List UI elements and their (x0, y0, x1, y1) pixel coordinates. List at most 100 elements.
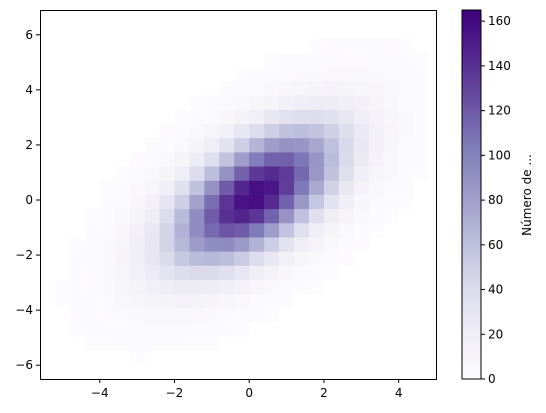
heatmap-cell (144, 251, 160, 266)
heatmap-cell (294, 52, 310, 68)
heatmap-cell (308, 223, 325, 238)
heatmap-cell (294, 180, 310, 195)
heatmap-cell (144, 265, 160, 281)
heatmap-cell (294, 251, 310, 266)
heatmap-cell (398, 67, 414, 82)
heatmap-cell (338, 180, 355, 195)
heatmap-cell (174, 208, 190, 224)
heatmap-cell (204, 322, 220, 337)
heatmap-cell (308, 180, 325, 195)
heatmap-cell (204, 166, 220, 181)
heatmap-cell (383, 81, 399, 96)
heatmap-cell (114, 166, 130, 181)
heatmap-cell (279, 52, 295, 68)
heatmap-cell (69, 293, 86, 309)
heatmap-cell (174, 123, 190, 139)
heatmap-cell (144, 152, 160, 167)
heatmap-cell (353, 95, 370, 110)
heatmap-cell (129, 265, 145, 281)
heatmap-cell (368, 152, 384, 167)
heatmap-cell (383, 109, 399, 125)
colorbar-tick-label: 20 (488, 327, 503, 341)
heatmap-cell (174, 166, 190, 181)
heatmap-cell (234, 251, 250, 266)
heatmap-cell (368, 180, 384, 195)
colorbar-tick-label: 40 (488, 283, 503, 297)
heatmap-cell (294, 194, 310, 210)
heatmap-cell (368, 67, 384, 82)
heatmap-cell (323, 109, 340, 125)
heatmap-cell (114, 322, 130, 337)
heatmap-cell (264, 279, 280, 295)
heatmap-cell (219, 293, 235, 309)
heatmap-cell (174, 265, 190, 281)
heatmap-cell (129, 180, 145, 195)
x-tick-label: 2 (320, 386, 328, 400)
heatmap-cell (114, 208, 130, 224)
heatmap-cell (353, 109, 370, 125)
heatmap-cell (279, 279, 295, 295)
heatmap-cell (308, 95, 325, 110)
heatmap-cell (249, 166, 265, 181)
heatmap-cell (129, 251, 145, 266)
heatmap-cell (54, 279, 71, 295)
heatmap-cell (84, 208, 101, 224)
heatmap-cell (99, 237, 116, 252)
heatmap-cell (383, 38, 399, 54)
heatmap-cell (264, 237, 280, 252)
x-axis-ticks: −4 −2 0 2 4 (91, 379, 402, 400)
colorbar-tick-label: 140 (488, 59, 511, 73)
heatmap-cell (204, 251, 220, 266)
heatmap-cell (99, 279, 116, 295)
heatmap-cell (279, 180, 295, 195)
heatmap-cell (174, 308, 190, 323)
heatmap-cell (264, 152, 280, 167)
heatmap-cell (204, 95, 220, 110)
heatmap-cell (353, 180, 370, 195)
heatmap-cell (174, 223, 190, 238)
heatmap-cell (159, 251, 175, 266)
heatmap-cell (383, 194, 399, 210)
heatmap-cell (264, 109, 280, 125)
heatmap-cell (189, 152, 205, 167)
heatmap-cell (249, 95, 265, 110)
colorbar-tick-label: 0 (488, 372, 496, 386)
heatmap-cell (204, 123, 220, 139)
heatmap-cell (398, 95, 414, 110)
heatmap-cell (144, 180, 160, 195)
heatmap-cell (129, 152, 145, 167)
heatmap-cell (398, 194, 414, 210)
heatmap-cell (413, 67, 429, 82)
heatmap-cell (264, 251, 280, 266)
heatmap-cell (323, 180, 340, 195)
heatmap-cell (234, 67, 250, 82)
heatmap-cell (189, 279, 205, 295)
y-tick-label: −6 (15, 358, 33, 372)
heatmap-cell (159, 279, 175, 295)
heatmap-cell (144, 322, 160, 337)
heatmap-cell (323, 237, 340, 252)
heatmap-cell (204, 223, 220, 238)
heatmap-cell (413, 109, 429, 125)
heatmap-cell (249, 308, 265, 323)
heatmap-cell (159, 166, 175, 181)
heatmap-cell (189, 194, 205, 210)
heatmap-cell (99, 208, 116, 224)
heatmap-cell (353, 223, 370, 238)
heatmap-cell (129, 194, 145, 210)
heatmap-cell (99, 293, 116, 309)
heatmap-cell (323, 166, 340, 181)
heatmap-cell (294, 137, 310, 153)
heatmap-cell (249, 109, 265, 125)
heatmap-cell (54, 293, 71, 309)
heatmap-cell (204, 336, 220, 351)
heatmap-cell (338, 38, 355, 54)
colorbar-ticks: 0 20 40 60 80 100 120 140 160 (481, 14, 511, 386)
heatmap-cell (219, 265, 235, 281)
colorbar-tick-label: 100 (488, 148, 511, 162)
heatmap-cell (294, 123, 310, 139)
y-tick-label: 0 (25, 193, 33, 207)
heatmap-cell (129, 322, 145, 337)
heatmap-cell (323, 95, 340, 110)
